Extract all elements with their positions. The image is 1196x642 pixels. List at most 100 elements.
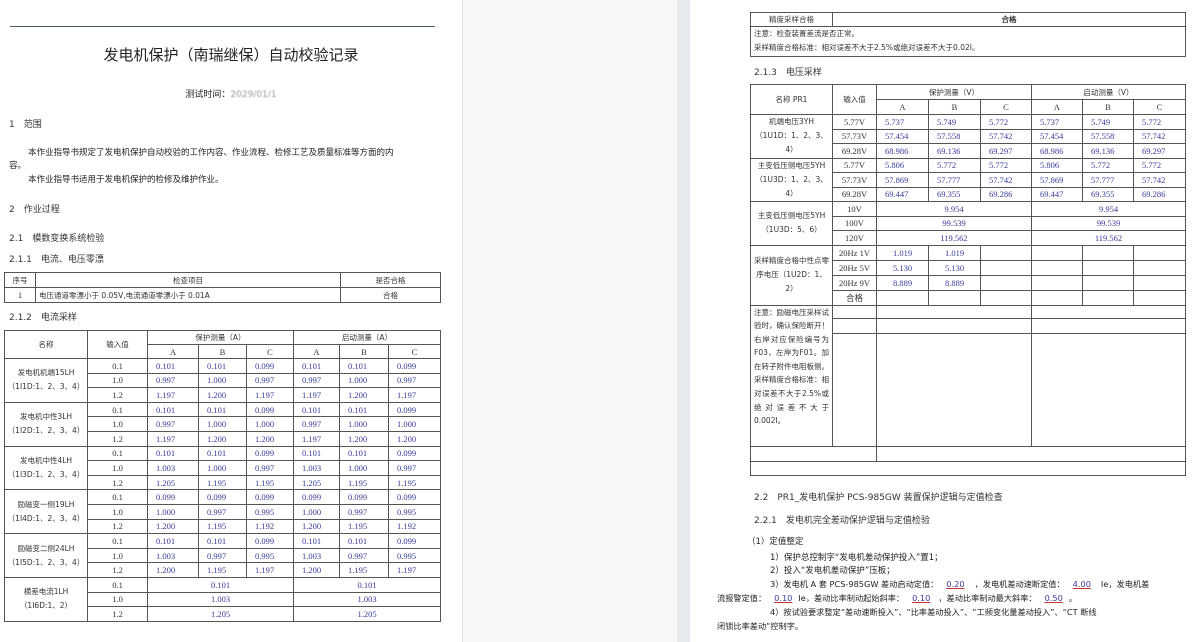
- empty-cell[interactable]: [1031, 244, 1083, 261]
- startup-value-c[interactable]: 69.297: [1133, 143, 1186, 159]
- startup-value-a[interactable]: 5.737: [1031, 114, 1083, 130]
- protection-value-a[interactable]: 1.197: [147, 387, 199, 403]
- startup-value-b[interactable]: 1.195: [339, 518, 389, 535]
- protection-value-a[interactable]: 0.997: [147, 372, 199, 389]
- startup-value-a[interactable]: 57.454: [1031, 128, 1083, 144]
- startup-value-c[interactable]: 69.286: [1133, 186, 1186, 202]
- protection-value-b[interactable]: 5.749: [928, 114, 981, 130]
- startup-value-b[interactable]: 1.000: [339, 372, 389, 389]
- empty-cell[interactable]: [980, 244, 1032, 261]
- diff-quick-setting[interactable]: 4.00: [1072, 579, 1091, 589]
- input-cell[interactable]: [832, 317, 877, 334]
- protection-value-a[interactable]: 0.101: [147, 401, 199, 418]
- protection-value-a[interactable]: 0.099: [147, 489, 199, 505]
- startup-value-b[interactable]: 0.101: [339, 533, 389, 549]
- protection-value-b[interactable]: 57.777: [928, 172, 981, 188]
- protection-value-a[interactable]: 1.003: [147, 460, 199, 476]
- startup-value-a[interactable]: 69.447: [1031, 186, 1083, 202]
- protection-value-c[interactable]: 0.995: [246, 503, 294, 520]
- startup-value[interactable]: 99.539: [1031, 215, 1186, 231]
- startup-value-b[interactable]: 5.772: [1082, 157, 1134, 173]
- startup-value-a[interactable]: 0.997: [293, 416, 340, 432]
- empty-cell[interactable]: [1031, 259, 1083, 276]
- protection-value-a[interactable]: 1.200: [147, 518, 199, 535]
- protection-cell[interactable]: [876, 332, 1032, 447]
- startup-value-b[interactable]: 1.000: [339, 416, 389, 432]
- empty-cell[interactable]: [980, 259, 1032, 276]
- startup-value-b[interactable]: 1.195: [339, 474, 389, 491]
- protection-value-a[interactable]: 1.205: [147, 474, 199, 491]
- startup-value-b[interactable]: 1.195: [339, 562, 389, 578]
- startup-value-a[interactable]: 0.099: [293, 489, 340, 505]
- startup-value-c[interactable]: 0.995: [388, 503, 441, 520]
- startup-value-a[interactable]: 1.000: [293, 503, 340, 520]
- startup-value-a[interactable]: 1.003: [293, 547, 340, 564]
- protection-value-c[interactable]: 0.997: [246, 372, 294, 389]
- protection-value-b[interactable]: 1.195: [198, 474, 247, 491]
- startup-value-c[interactable]: 1.000: [388, 416, 441, 432]
- protection-value-c[interactable]: 5.772: [980, 114, 1032, 130]
- protection-value-c[interactable]: 0.099: [246, 445, 294, 462]
- protection-value-a[interactable]: 1.003: [147, 547, 199, 564]
- protection-value-b[interactable]: 0.997: [198, 547, 247, 564]
- protection-cell[interactable]: [876, 304, 1032, 319]
- protection-cell[interactable]: [876, 317, 1032, 334]
- protection-value-a[interactable]: 57.454: [876, 128, 929, 144]
- protection-value-b[interactable]: 1.000: [198, 372, 247, 389]
- protection-value-c[interactable]: 0.099: [246, 533, 294, 549]
- empty-cell[interactable]: [1133, 289, 1186, 306]
- startup-value-b[interactable]: 0.997: [339, 547, 389, 564]
- protection-value-c[interactable]: 1.200: [246, 430, 294, 447]
- protection-value-a[interactable]: 1.000: [147, 503, 199, 520]
- startup-value-b[interactable]: 0.101: [339, 445, 389, 462]
- startup-value-c[interactable]: 57.742: [1133, 128, 1186, 144]
- empty-cell[interactable]: [1031, 274, 1083, 291]
- empty-cell[interactable]: [980, 274, 1032, 291]
- slope-start-setting[interactable]: 0.10: [912, 593, 931, 603]
- empty-cell[interactable]: [1082, 259, 1134, 276]
- startup-value-c[interactable]: 0.997: [388, 372, 441, 389]
- protection-value-b[interactable]: 8.889: [928, 274, 981, 291]
- startup-value[interactable]: 0.101: [293, 576, 441, 593]
- page-divider-scrollbar[interactable]: [677, 0, 690, 642]
- pass-value[interactable]: 合格: [340, 287, 441, 303]
- startup-value-c[interactable]: 0.995: [388, 547, 441, 564]
- startup-value-b[interactable]: 57.777: [1082, 172, 1134, 188]
- startup-value-a[interactable]: 0.101: [293, 358, 340, 374]
- startup-value[interactable]: 1.205: [293, 606, 441, 622]
- startup-value-b[interactable]: 0.099: [339, 489, 389, 505]
- startup-cell[interactable]: [1031, 332, 1186, 447]
- startup-value-c[interactable]: 1.195: [388, 474, 441, 491]
- startup-value-a[interactable]: 0.101: [293, 401, 340, 418]
- protection-value-a[interactable]: 0.101: [147, 445, 199, 462]
- slope-max-setting[interactable]: 0.50: [1044, 593, 1063, 603]
- startup-value[interactable]: 1.003: [293, 591, 441, 608]
- startup-value-c[interactable]: 0.099: [388, 533, 441, 549]
- empty-cell[interactable]: [1082, 274, 1134, 291]
- protection-value-a[interactable]: 1.200: [147, 562, 199, 578]
- protection-value-b[interactable]: 1.200: [198, 430, 247, 447]
- startup-value-b[interactable]: 69.136: [1082, 143, 1134, 159]
- protection-value[interactable]: 119.562: [876, 230, 1032, 246]
- startup-value-c[interactable]: 1.197: [388, 387, 441, 403]
- protection-value[interactable]: 9.954: [876, 201, 1032, 217]
- startup-value-a[interactable]: 1.200: [293, 518, 340, 535]
- protection-value-b[interactable]: 0.997: [198, 503, 247, 520]
- protection-value-a[interactable]: 0.101: [147, 358, 199, 374]
- startup-value-c[interactable]: 0.099: [388, 358, 441, 374]
- protection-value-b[interactable]: 69.136: [928, 143, 981, 159]
- protection-value[interactable]: 99.539: [876, 215, 1032, 231]
- protection-value-b[interactable]: 1.195: [198, 518, 247, 535]
- startup-value-a[interactable]: 1.197: [293, 430, 340, 447]
- startup-value-a[interactable]: 68.986: [1031, 143, 1083, 159]
- protection-value-c[interactable]: 0.995: [246, 547, 294, 564]
- protection-value-a[interactable]: 69.447: [876, 186, 929, 202]
- input-cell[interactable]: [832, 332, 877, 447]
- protection-value-b[interactable]: 1.000: [198, 416, 247, 432]
- startup-value-c[interactable]: 1.192: [388, 518, 441, 535]
- protection-value-c[interactable]: 57.742: [980, 172, 1032, 188]
- startup-value-a[interactable]: 1.197: [293, 387, 340, 403]
- empty-cell[interactable]: [1031, 289, 1083, 306]
- protection-value-c[interactable]: 5.772: [980, 157, 1032, 173]
- protection-value-c[interactable]: 1.197: [246, 387, 294, 403]
